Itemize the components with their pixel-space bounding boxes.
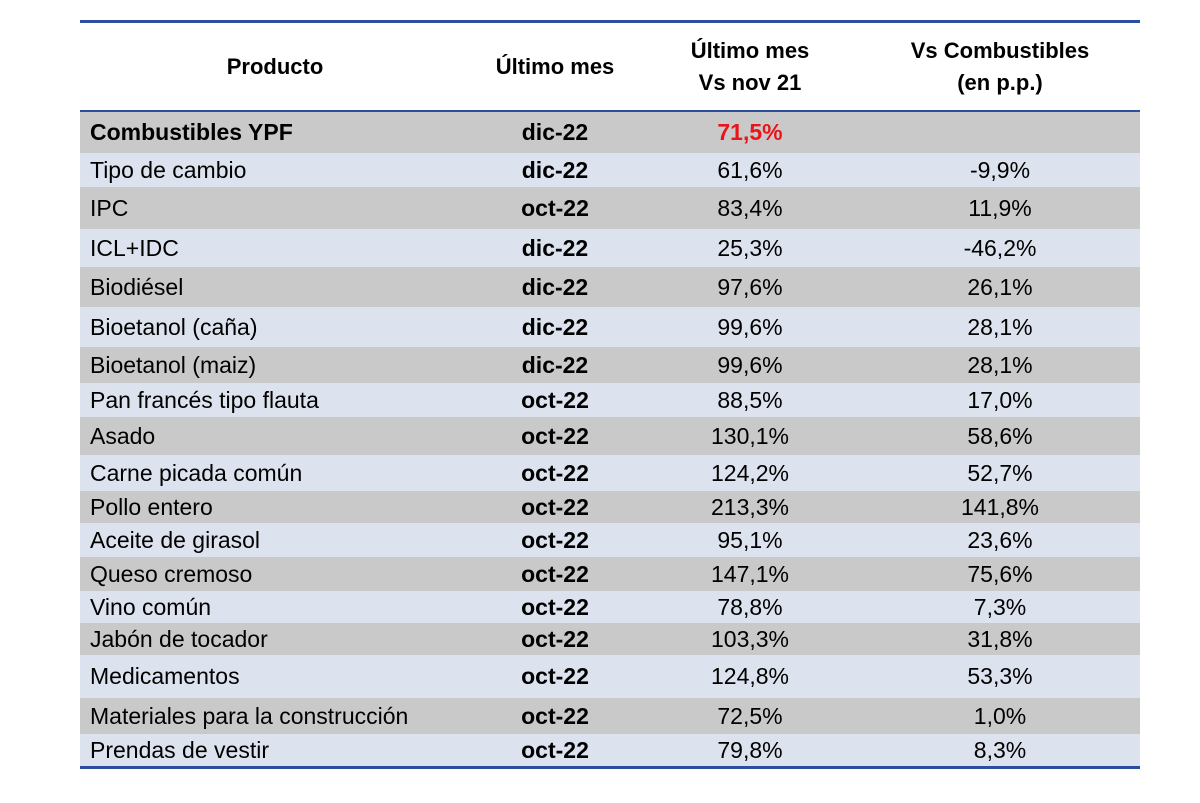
cell-vs-nov21: 99,6% (717, 351, 783, 378)
table-row: Vino común oct-22 78,8% 7,3% (80, 591, 1140, 623)
cell-producto: Bioetanol (caña) (90, 313, 258, 340)
cell-vs-nov21: 147,1% (710, 560, 789, 587)
cell-vs-combustibles: 141,8% (960, 493, 1039, 520)
cell-ultimo-mes: dic-22 (521, 351, 589, 378)
cell-producto: Materiales para la construcción (90, 702, 409, 729)
cell-vs-combustibles: -46,2% (963, 234, 1037, 261)
header-ultimo-mes: Último mes (495, 53, 615, 79)
header-producto: Producto (226, 53, 324, 79)
cell-vs-nov21: 79,8% (717, 736, 783, 763)
cell-vs-nov21: 71,5% (717, 119, 783, 145)
cell-ultimo-mes: oct-22 (521, 459, 589, 486)
table-row: Queso cremoso oct-22 147,1% 75,6% (80, 557, 1140, 591)
header-vs-combustibles: Vs Combustibles (en p.p.) (910, 37, 1090, 95)
cell-vs-nov21: 103,3% (710, 625, 789, 652)
table-row: Carne picada común oct-22 124,2% 52,7% (80, 455, 1140, 491)
table-row: Materiales para la construcción oct-22 72,… (80, 698, 1140, 734)
cell-vs-nov21: 88,5% (717, 386, 783, 413)
cell-vs-nov21: 124,2% (710, 459, 789, 486)
price-comparison-table: Producto Último mes Último mes Vs nov 21… (80, 20, 1140, 769)
table-row: Bioetanol (maiz) dic-22 99,6% 28,1% (80, 347, 1140, 383)
cell-ultimo-mes: oct-22 (521, 194, 589, 221)
cell-vs-combustibles: 31,8% (967, 625, 1033, 652)
cell-vs-combustibles: 58,6% (967, 422, 1033, 449)
cell-ultimo-mes: oct-22 (521, 736, 589, 763)
cell-vs-nov21: 124,8% (710, 663, 789, 689)
table-row: Combustibles YPF dic-22 71,5% (80, 112, 1140, 153)
cell-vs-nov21: 130,1% (710, 422, 789, 449)
header-vs-nov21: Último mes Vs nov 21 (690, 37, 810, 95)
table-row: Asado oct-22 130,1% 58,6% (80, 417, 1140, 455)
cell-vs-combustibles: 52,7% (967, 459, 1033, 486)
cell-producto: Aceite de girasol (90, 526, 261, 553)
cell-ultimo-mes: dic-22 (521, 313, 589, 340)
cell-ultimo-mes: oct-22 (521, 625, 589, 652)
cell-producto: Vino común (90, 593, 212, 620)
cell-vs-combustibles: 26,1% (967, 273, 1033, 300)
cell-producto: Jabón de tocador (90, 625, 268, 652)
cell-vs-combustibles: 7,3% (973, 593, 1027, 620)
table-row: Prendas de vestir oct-22 79,8% 8,3% (80, 734, 1140, 766)
cell-producto: Asado (90, 422, 156, 449)
table-row: Jabón de tocador oct-22 103,3% 31,8% (80, 623, 1140, 655)
cell-vs-combustibles: 53,3% (967, 663, 1033, 689)
cell-vs-combustibles: 11,9% (968, 194, 1032, 221)
cell-ultimo-mes: oct-22 (521, 493, 589, 520)
table-row: Pollo entero oct-22 213,3% 141,8% (80, 491, 1140, 523)
cell-vs-nov21: 97,6% (717, 273, 783, 300)
cell-vs-combustibles: 28,1% (967, 351, 1033, 378)
cell-ultimo-mes: oct-22 (521, 560, 589, 587)
cell-vs-combustibles: 17,0% (967, 386, 1033, 413)
table-row: Bioetanol (caña) dic-22 99,6% 28,1% (80, 307, 1140, 347)
cell-producto: Combustibles YPF (90, 119, 293, 145)
cell-vs-nov21: 78,8% (717, 593, 783, 620)
cell-ultimo-mes: dic-22 (521, 234, 589, 261)
table-row: Biodiésel dic-22 97,6% 26,1% (80, 267, 1140, 307)
table-row: IPC oct-22 83,4% 11,9% (80, 187, 1140, 229)
cell-vs-nov21: 99,6% (717, 313, 783, 340)
table-row: Medicamentos oct-22 124,8% 53,3% (80, 655, 1140, 698)
cell-vs-nov21: 83,4% (717, 194, 783, 221)
cell-ultimo-mes: oct-22 (521, 386, 589, 413)
table-row: Tipo de cambio dic-22 61,6% -9,9% (80, 153, 1140, 187)
cell-producto: Pollo entero (90, 493, 213, 520)
cell-ultimo-mes: oct-22 (521, 593, 589, 620)
cell-producto: Tipo de cambio (90, 156, 247, 183)
cell-vs-nov21: 61,6% (717, 156, 783, 183)
table-row: Aceite de girasol oct-22 95,1% 23,6% (80, 523, 1140, 557)
cell-ultimo-mes: dic-22 (521, 273, 589, 300)
cell-producto: Queso cremoso (90, 560, 253, 587)
cell-vs-nov21: 72,5% (717, 702, 783, 729)
table-header: Producto Último mes Último mes Vs nov 21… (80, 23, 1140, 112)
cell-producto: Biodiésel (90, 273, 184, 300)
cell-vs-combustibles: -9,9% (969, 156, 1031, 183)
cell-ultimo-mes: dic-22 (521, 156, 589, 183)
cell-vs-nov21: 25,3% (717, 234, 783, 261)
cell-vs-combustibles: 75,6% (967, 560, 1033, 587)
table-body: Combustibles YPF dic-22 71,5% Tipo de cambi… (80, 112, 1140, 766)
cell-vs-combustibles: 8,3% (973, 736, 1027, 763)
cell-vs-nov21: 95,1% (717, 526, 783, 553)
cell-producto: ICL+IDC (90, 234, 179, 261)
cell-ultimo-mes: oct-22 (521, 663, 589, 689)
cell-ultimo-mes: oct-22 (521, 702, 589, 729)
cell-ultimo-mes: oct-22 (521, 526, 589, 553)
cell-vs-nov21: 213,3% (710, 493, 789, 520)
table-row: ICL+IDC dic-22 25,3% -46,2% (80, 229, 1140, 267)
cell-vs-combustibles: 28,1% (967, 313, 1033, 340)
cell-ultimo-mes: oct-22 (521, 422, 589, 449)
cell-vs-combustibles: 1,0% (973, 702, 1027, 729)
cell-producto: Pan francés tipo flauta (90, 386, 319, 413)
cell-ultimo-mes: dic-22 (521, 119, 589, 145)
cell-producto: Medicamentos (90, 663, 240, 689)
cell-producto: Carne picada común (90, 459, 303, 486)
cell-producto: Prendas de vestir (90, 736, 269, 763)
table-row: Pan francés tipo flauta oct-22 88,5% 17,0% (80, 383, 1140, 417)
cell-producto: IPC (90, 194, 129, 221)
cell-producto: Bioetanol (maiz) (90, 351, 257, 378)
cell-vs-combustibles: 23,6% (967, 526, 1033, 553)
